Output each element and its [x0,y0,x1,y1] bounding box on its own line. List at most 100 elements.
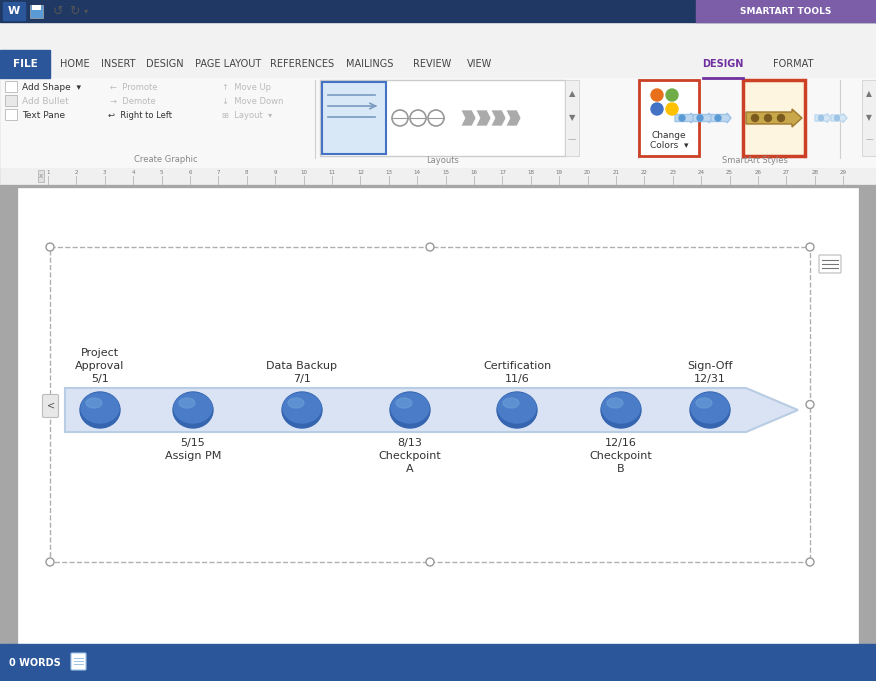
Ellipse shape [696,398,712,408]
Text: 26: 26 [754,170,761,174]
Ellipse shape [81,393,119,423]
Text: SmartArt Styles: SmartArt Styles [722,156,788,165]
Text: 12: 12 [357,170,364,174]
Bar [5,95,17,106]
Ellipse shape [752,114,759,121]
Text: ↑  Move Up: ↑ Move Up [222,82,271,91]
Text: MAILINGS: MAILINGS [346,59,393,69]
Circle shape [651,103,663,115]
Ellipse shape [179,398,195,408]
Text: 5: 5 [159,170,163,174]
Bar [565,80,579,156]
Text: ▼: ▼ [569,114,576,123]
Ellipse shape [607,398,623,408]
Bar [5,81,17,92]
Text: DESIGN: DESIGN [146,59,184,69]
Bar [32,5,41,10]
Ellipse shape [282,392,322,428]
Text: FILE: FILE [12,59,38,69]
Ellipse shape [765,114,772,121]
Ellipse shape [778,114,785,121]
Bar [30,5,43,18]
FancyBboxPatch shape [71,653,86,670]
Ellipse shape [691,393,729,423]
Polygon shape [476,110,491,126]
Text: VIEW: VIEW [468,59,492,69]
Text: 19: 19 [555,170,562,174]
Text: ↩  Right to Left: ↩ Right to Left [108,110,172,119]
Bar [743,80,805,156]
Polygon shape [65,388,798,432]
Text: REFERENCES: REFERENCES [270,59,334,69]
Polygon shape [491,110,506,126]
Polygon shape [461,110,476,126]
Bar [5,109,17,120]
Text: ↓  Move Down: ↓ Move Down [222,97,283,106]
Text: 28: 28 [811,170,818,174]
Text: —: — [865,136,872,144]
Bar [696,0,876,22]
Ellipse shape [818,116,823,121]
Text: 9: 9 [273,170,277,174]
Ellipse shape [173,392,213,428]
FancyBboxPatch shape [819,255,841,273]
FancyArrow shape [675,113,695,123]
Bar [50,247,810,562]
Ellipse shape [503,398,519,408]
Text: 24: 24 [697,170,704,174]
FancyArrow shape [831,114,847,123]
Ellipse shape [283,393,321,423]
Text: Colors  ▾: Colors ▾ [650,140,689,150]
Circle shape [806,400,814,409]
Ellipse shape [679,115,685,121]
Bar [0,50,50,78]
Text: 29: 29 [840,170,847,174]
Ellipse shape [602,393,640,423]
Text: PAGE LAYOUT: PAGE LAYOUT [194,59,261,69]
Circle shape [426,243,434,251]
Text: 12/16
Checkpoint
B: 12/16 Checkpoint B [590,438,653,473]
Bar [0,22,876,50]
Text: 3: 3 [103,170,107,174]
Text: REVIEW: REVIEW [413,59,451,69]
Text: ▲: ▲ [569,89,576,99]
Text: X: X [39,174,43,178]
Ellipse shape [835,116,839,121]
Ellipse shape [715,115,721,121]
FancyArrow shape [746,109,802,127]
Bar [0,644,876,681]
Circle shape [46,243,54,251]
Text: ▾: ▾ [84,7,88,16]
Text: 16: 16 [470,170,477,174]
Polygon shape [38,170,44,182]
Bar [862,80,876,156]
Bar [3,2,25,20]
Bar [322,82,386,154]
Text: 2: 2 [74,170,78,174]
Text: 13: 13 [385,170,392,174]
Bar [0,168,876,184]
Text: DESIGN: DESIGN [703,59,744,69]
Text: Add Bullet: Add Bullet [22,97,68,106]
Text: <: < [47,401,55,411]
Ellipse shape [690,392,730,428]
FancyArrow shape [815,114,831,123]
Text: 25: 25 [726,170,733,174]
Text: 8: 8 [245,170,249,174]
Text: 1: 1 [46,170,50,174]
Bar [0,78,876,168]
Ellipse shape [497,392,537,428]
Text: INSERT: INSERT [101,59,135,69]
Circle shape [666,103,678,115]
Bar [0,184,876,681]
Text: ⊞  Layout  ▾: ⊞ Layout ▾ [222,110,272,119]
Text: ←  Promote: ← Promote [110,82,158,91]
Ellipse shape [697,115,703,121]
Text: 23: 23 [669,170,676,174]
Ellipse shape [288,398,304,408]
Ellipse shape [174,393,212,423]
Bar [0,0,876,22]
FancyBboxPatch shape [43,394,59,417]
Text: 10: 10 [300,170,307,174]
Circle shape [426,558,434,566]
